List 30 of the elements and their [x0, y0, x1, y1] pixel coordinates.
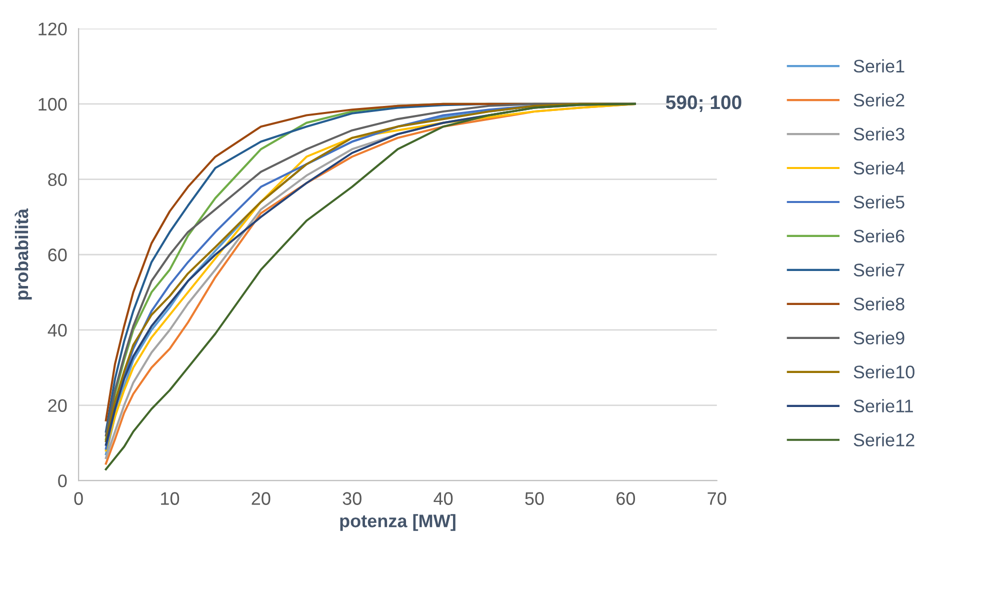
y-tick-label: 120	[38, 22, 67, 36]
legend-label: Serie11	[854, 399, 913, 412]
y-tick-label: 60	[48, 248, 67, 262]
legend-label: Serie5	[854, 195, 904, 208]
x-tick-label: 50	[525, 492, 544, 505]
x-tick-label: 60	[616, 492, 636, 505]
legend-label: Serie8	[854, 297, 904, 310]
x-tick-label: 20	[252, 492, 270, 505]
y-axis-title: probabilità	[14, 208, 32, 300]
legend-label: Serie3	[854, 127, 904, 141]
x-tick-label: 40	[434, 492, 453, 505]
y-tick-label: 40	[48, 324, 67, 337]
x-tick-label: 30	[342, 492, 362, 505]
legend-label: Serie12	[854, 433, 914, 446]
legend-label: Serie2	[854, 93, 904, 107]
y-tick-label: 100	[38, 98, 67, 111]
legend-label: Serie6	[854, 229, 904, 242]
x-tick-label: 0	[74, 492, 83, 505]
legend-label: Serie4	[854, 161, 905, 175]
x-tick-label: 70	[708, 492, 726, 505]
annotation: 590; 100	[666, 95, 742, 112]
x-tick-label: 10	[161, 492, 180, 505]
legend-label: Serie9	[854, 331, 904, 344]
y-tick-label: 80	[48, 173, 67, 186]
legend-label: Serie7	[854, 263, 904, 276]
y-tick-label: 0	[58, 474, 67, 488]
x-axis-title: potenza [MW]	[340, 514, 456, 531]
legend-label: Serie10	[854, 365, 914, 378]
y-tick-label: 20	[48, 399, 67, 412]
legend-label: Serie1	[854, 59, 904, 73]
